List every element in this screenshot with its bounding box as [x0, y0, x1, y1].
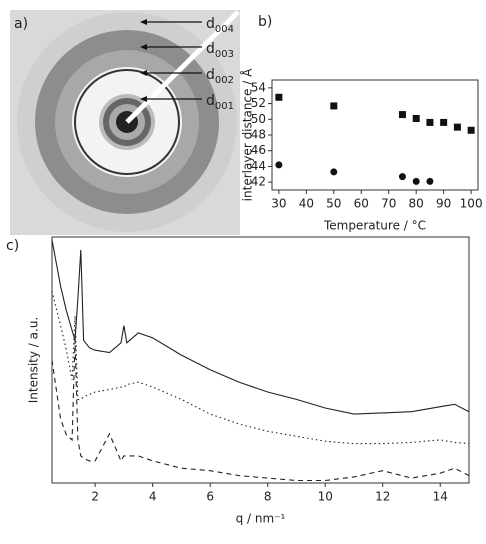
x-tick-label: 6: [206, 490, 214, 504]
x-tick-label: 60: [354, 197, 369, 211]
curve: [51, 340, 470, 482]
x-axis-label: q / nm⁻¹: [236, 512, 286, 526]
x-tick-label: 100: [460, 197, 483, 211]
circle-point: [275, 161, 283, 169]
curve: [51, 239, 470, 415]
x-tick-label: 4: [149, 490, 157, 504]
arrow-head: [140, 19, 147, 25]
square-point: [453, 123, 461, 131]
square-point: [440, 118, 448, 126]
x-tick-label: 40: [299, 197, 314, 211]
plot-frame: [51, 236, 470, 484]
square-point: [412, 115, 420, 122]
panel-label: b): [258, 14, 272, 30]
arrow-head: [140, 96, 147, 102]
d-spacing-label: d004: [206, 16, 234, 35]
y-tick-label: 50: [251, 112, 266, 126]
letter: d: [206, 41, 215, 57]
d-spacing-label: d002: [206, 67, 234, 86]
x-axis-label: Temperature / °C: [323, 219, 426, 233]
letter: d: [206, 93, 215, 109]
circle-point: [398, 173, 406, 181]
y-tick-label: 44: [251, 159, 266, 173]
y-tick-label: 46: [251, 143, 266, 157]
x-tick-label: 12: [375, 490, 390, 504]
x-tick-label: 14: [433, 490, 448, 504]
subscript: 002: [215, 75, 234, 86]
circle-point: [426, 177, 434, 185]
panel-label: a): [14, 16, 28, 32]
ring-d002: [74, 69, 180, 175]
y-tick-label: 54: [251, 80, 266, 94]
x-tick-label: 30: [271, 197, 286, 211]
square-point: [398, 111, 406, 119]
y-axis-label: interlayer distance / Å: [240, 68, 255, 201]
circle-point: [330, 168, 338, 176]
square-point: [426, 118, 434, 126]
x-tick-label: 70: [381, 197, 396, 211]
d-spacing-label: d001: [206, 93, 234, 112]
letter: d: [206, 67, 215, 83]
y-tick-label: 48: [251, 128, 266, 142]
y-tick-label: 52: [251, 96, 266, 110]
x-tick-label: 10: [318, 490, 333, 504]
y-axis-label: Intensity / a.u.: [27, 317, 41, 404]
curve: [51, 290, 470, 445]
x-tick-label: 2: [91, 490, 99, 504]
x-tick-label: 8: [264, 490, 272, 504]
y-tick-label: 42: [251, 175, 266, 189]
square-point: [330, 102, 338, 110]
panel-label: c): [6, 238, 19, 254]
plot-frame: [271, 79, 479, 191]
subscript: 003: [215, 49, 234, 60]
d-spacing-label: d003: [206, 41, 234, 60]
x-tick-label: 90: [436, 197, 451, 211]
square-point: [467, 126, 475, 134]
arrow-head: [140, 70, 147, 76]
subscript: 004: [215, 24, 234, 35]
square-point: [275, 93, 283, 101]
x-tick-label: 50: [326, 197, 341, 211]
beam-stop-arm: [125, 10, 240, 124]
x-tick-label: 80: [409, 197, 424, 211]
letter: d: [206, 16, 215, 32]
circle-point: [412, 177, 420, 185]
subscript: 001: [215, 101, 234, 112]
arrow-head: [140, 44, 147, 50]
